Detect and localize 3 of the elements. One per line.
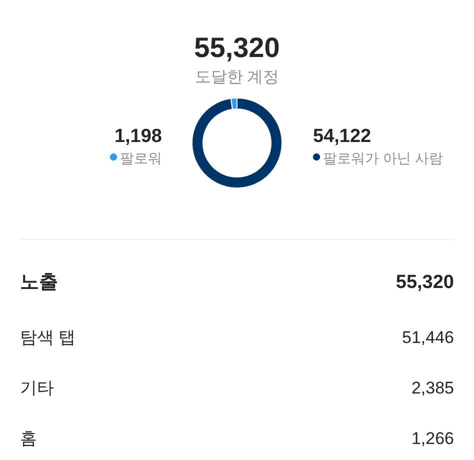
title: 55,320 xyxy=(194,32,280,63)
subtitle: 도달한 계정 xyxy=(194,69,280,86)
title: 노출 xyxy=(20,272,58,293)
